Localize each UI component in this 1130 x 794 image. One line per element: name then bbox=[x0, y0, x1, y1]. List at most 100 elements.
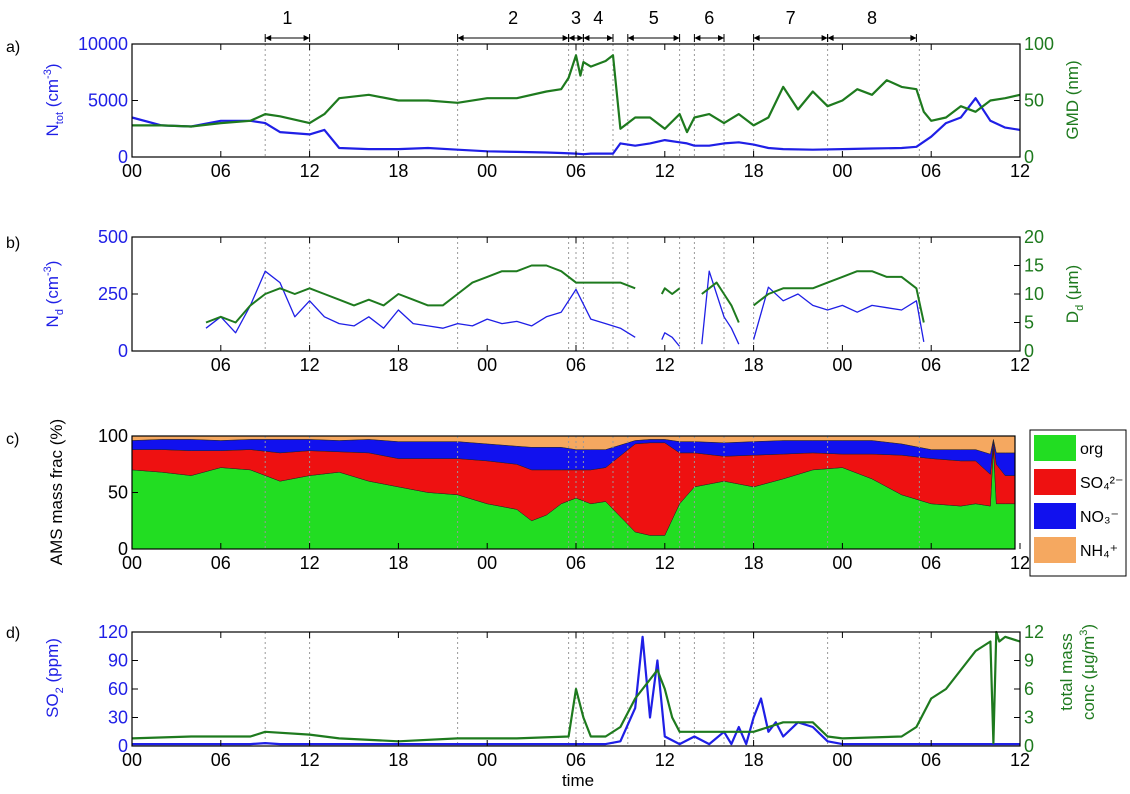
panel-c-xtick-label-3: 18 bbox=[388, 553, 408, 573]
panel-d-right-label-2: conc (μg/m3) bbox=[1078, 624, 1098, 720]
panel-a-xtick-label-5: 06 bbox=[566, 161, 586, 181]
panel-b-xtick-label-3: 18 bbox=[388, 355, 408, 375]
period-arrowhead-right-2 bbox=[563, 35, 569, 41]
panel-b-series-blue-seg-1 bbox=[662, 333, 680, 347]
panel-b-right-ytick-label-1: 5 bbox=[1024, 313, 1034, 333]
panel-c-legend: org SO₄²⁻ NO₃⁻ NH₄⁺ bbox=[1030, 430, 1126, 576]
panel-a-right-ytick-label-0: 0 bbox=[1024, 147, 1034, 167]
panel-b-xtick-label-8: 00 bbox=[832, 355, 852, 375]
panel-d-right-ytick-label-2: 6 bbox=[1024, 679, 1034, 699]
panel-b-xtick-label-1: 06 bbox=[211, 355, 231, 375]
panel-a-xtick-label-4: 00 bbox=[477, 161, 497, 181]
panel-a-xtick-label-7: 18 bbox=[744, 161, 764, 181]
panel-c-xtick-label-7: 18 bbox=[744, 553, 764, 573]
panel-tag-a: a) bbox=[6, 39, 20, 56]
panel-d-right-ytick-label-4: 12 bbox=[1024, 622, 1044, 642]
legend-swatch-nh4 bbox=[1034, 537, 1076, 563]
panel-c-xtick-label-2: 12 bbox=[300, 553, 320, 573]
period-arrowhead-right-6 bbox=[718, 35, 724, 41]
panel-a-left-ytick-label-0: 0 bbox=[118, 147, 128, 167]
panel-a-left-ytick-label-2: 10000 bbox=[78, 34, 128, 54]
panel-c-ytick-label-0: 0 bbox=[118, 539, 128, 559]
period-label-5: 5 bbox=[649, 8, 659, 28]
period-label-8: 8 bbox=[867, 8, 877, 28]
panel-b-right-ytick-label-0: 0 bbox=[1024, 341, 1034, 361]
panel-a-xtick-label-3: 18 bbox=[388, 161, 408, 181]
panel-d-xtick-label-6: 12 bbox=[655, 750, 675, 770]
panel-c-ytick-label-1: 50 bbox=[108, 483, 128, 503]
period-arrowhead-left-1 bbox=[265, 35, 271, 41]
panel-a-left-ytick-label-1: 5000 bbox=[88, 91, 128, 111]
period-arrowhead-left-6 bbox=[694, 35, 700, 41]
panel-d-xtick-label-9: 06 bbox=[921, 750, 941, 770]
legend-label-nh4: NH₄⁺ bbox=[1080, 543, 1118, 560]
panel-d-left-label: SO2 (ppm) bbox=[43, 638, 66, 718]
panel-d-left-ytick-label-3: 90 bbox=[108, 651, 128, 671]
panel-d-left-ytick-label-4: 120 bbox=[98, 622, 128, 642]
panel-b-right-ytick-label-3: 15 bbox=[1024, 256, 1044, 276]
panel-b-left-label: Nd (cm-3) bbox=[42, 261, 66, 328]
panel-b-left-ytick-label-2: 500 bbox=[98, 227, 128, 247]
panel-tag-c: c) bbox=[6, 431, 19, 448]
panel-b-series-blue-seg-0 bbox=[206, 271, 635, 337]
period-arrowhead-right-8 bbox=[910, 35, 916, 41]
x-axis-label: time bbox=[562, 771, 594, 790]
period-arrowhead-right-1 bbox=[304, 35, 310, 41]
panel-c-left-label: AMS mass frac (%) bbox=[47, 419, 66, 565]
panel-c-xtick-label-5: 06 bbox=[566, 553, 586, 573]
panel-a-xtick-label-6: 12 bbox=[655, 161, 675, 181]
period-label-1: 1 bbox=[282, 8, 292, 28]
period-label-3: 3 bbox=[571, 8, 581, 28]
panel-b-right-ytick-label-2: 10 bbox=[1024, 284, 1044, 304]
panel-d-xtick-label-7: 18 bbox=[744, 750, 764, 770]
panel-a-right-label: GMD (nm) bbox=[1063, 60, 1082, 139]
panel-b-xtick-label-5: 06 bbox=[566, 355, 586, 375]
panel-c-xtick-label-4: 00 bbox=[477, 553, 497, 573]
panel-c-xtick-label-9: 06 bbox=[921, 553, 941, 573]
panel-c-xtick-label-8: 00 bbox=[832, 553, 852, 573]
legend-label-org: org bbox=[1080, 441, 1103, 458]
panel-a-xtick-label-1: 06 bbox=[211, 161, 231, 181]
panel-b-right-label: Dd (μm) bbox=[1063, 265, 1086, 323]
period-arrowhead-left-5 bbox=[628, 35, 634, 41]
panel-d-right-label-1: total mass bbox=[1057, 633, 1076, 710]
panel-d-xtick-label-4: 00 bbox=[477, 750, 497, 770]
panel-a-xtick-label-8: 00 bbox=[832, 161, 852, 181]
period-arrowhead-left-7 bbox=[754, 35, 760, 41]
panel-b-xtick-label-6: 12 bbox=[655, 355, 675, 375]
legend-swatch-no3 bbox=[1034, 503, 1076, 529]
panel-b-xtick-label-7: 18 bbox=[744, 355, 764, 375]
panel-tag-d: d) bbox=[6, 625, 20, 642]
panel-d-xtick-label-1: 06 bbox=[211, 750, 231, 770]
period-arrowhead-right-3 bbox=[577, 35, 583, 41]
period-arrowhead-right-7 bbox=[822, 35, 828, 41]
panel-d-right-ytick-label-3: 9 bbox=[1024, 651, 1034, 671]
panel-d-right-ytick-label-1: 3 bbox=[1024, 708, 1034, 728]
panel-b-series-blue-seg-3 bbox=[754, 287, 924, 342]
panel-b-left-ytick-label-0: 0 bbox=[118, 341, 128, 361]
panel-b-xtick-label-2: 12 bbox=[300, 355, 320, 375]
period-arrowhead-left-4 bbox=[583, 35, 589, 41]
period-arrowhead-right-5 bbox=[674, 35, 680, 41]
period-arrowhead-left-8 bbox=[828, 35, 834, 41]
panel-b-series-green-seg-2 bbox=[702, 283, 739, 323]
panel-c-xtick-label-6: 12 bbox=[655, 553, 675, 573]
legend-label-so4: SO₄²⁻ bbox=[1080, 475, 1123, 492]
panel-b-series-green-seg-0 bbox=[206, 266, 635, 323]
panel-a-xtick-label-9: 06 bbox=[921, 161, 941, 181]
panel-d-xtick-label-5: 06 bbox=[566, 750, 586, 770]
period-arrowhead-left-2 bbox=[458, 35, 464, 41]
period-label-2: 2 bbox=[508, 8, 518, 28]
panel-b-right-ytick-label-4: 20 bbox=[1024, 227, 1044, 247]
panel-tag-b: b) bbox=[6, 235, 20, 252]
panel-d-xtick-label-3: 18 bbox=[388, 750, 408, 770]
panel-b-xtick-label-9: 06 bbox=[921, 355, 941, 375]
legend-swatch-org bbox=[1034, 435, 1076, 461]
panel-c-xtick-label-10: 12 bbox=[1010, 553, 1030, 573]
panel-c-ytick-label-2: 100 bbox=[98, 426, 128, 446]
period-label-4: 4 bbox=[593, 8, 603, 28]
